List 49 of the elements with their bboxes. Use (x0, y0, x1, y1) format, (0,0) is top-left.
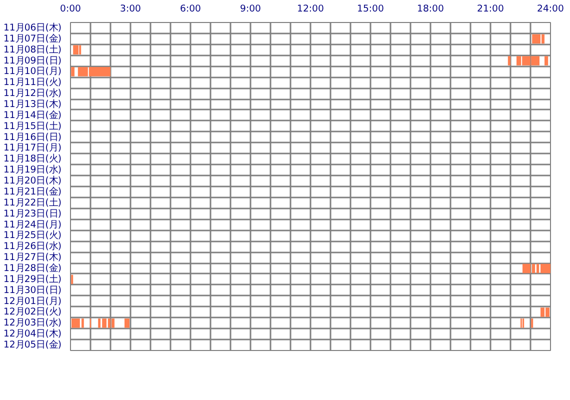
x-tick-label: 15:00 (357, 4, 384, 14)
bar (72, 318, 80, 328)
y-tick-label: 11月24日(月) (3, 219, 62, 230)
y-tick-label: 11月06日(木) (3, 22, 62, 34)
y-tick-label: 12月03日(水) (3, 318, 62, 329)
y-tick-label: 11月15日(土) (3, 120, 62, 132)
y-tick-label: 11月14日(金) (3, 110, 62, 121)
y-tick-label: 11月10日(月) (3, 66, 62, 78)
y-tick-label: 11月25日(火) (3, 230, 62, 242)
y-tick-label: 11月21日(金) (3, 186, 62, 198)
bar (508, 56, 510, 66)
y-tick-label: 11月23日(日) (3, 208, 62, 220)
bar (532, 34, 540, 44)
bar (112, 318, 114, 328)
y-tick-label: 11月26日(水) (3, 241, 62, 252)
y-tick-label: 11月29日(土) (3, 274, 62, 285)
y-tick-label: 11月17日(月) (3, 142, 62, 154)
y-tick-label: 11月08日(土) (3, 44, 62, 56)
y-tick-label: 12月02日(火) (3, 306, 62, 318)
y-tick-label: 11月13日(木) (3, 99, 62, 110)
x-tick-label: 3:00 (120, 4, 142, 14)
y-tick-label: 12月05日(金) (3, 340, 62, 351)
x-tick-label: 21:00 (477, 4, 504, 14)
y-tick-label: 11月27日(木) (3, 252, 62, 264)
bar (102, 318, 106, 328)
x-tick-label: 9:00 (240, 4, 262, 14)
y-tick-label: 11月16日(日) (3, 132, 62, 143)
y-tick-label: 11月30日(日) (3, 284, 62, 296)
y-tick-label: 11月09日(日) (3, 55, 62, 66)
bar (124, 318, 130, 328)
x-tick-label: 0:00 (60, 4, 82, 14)
y-tick-label: 11月20日(木) (3, 176, 62, 187)
bar (544, 56, 548, 66)
x-tick-label: 18:00 (417, 4, 444, 14)
y-tick-label: 11月11日(火) (3, 77, 62, 88)
x-tick-label: 24:00 (537, 4, 564, 14)
bar (71, 67, 74, 76)
y-tick-label: 12月01日(月) (3, 296, 62, 307)
y-tick-label: 12月04日(木) (3, 328, 62, 340)
x-tick-label: 6:00 (180, 4, 202, 14)
y-tick-label: 11月19日(水) (3, 164, 62, 176)
y-tick-label: 11月28日(金) (3, 263, 62, 274)
bar (73, 45, 78, 54)
x-tick-label: 12:00 (297, 4, 324, 14)
y-tick-label: 11月07日(金) (3, 33, 62, 44)
y-tick-label: 11月18日(火) (3, 154, 62, 165)
y-tick-label: 11月12日(水) (3, 88, 62, 100)
bar (540, 264, 550, 274)
y-tick-label: 11月22日(土) (3, 197, 62, 208)
